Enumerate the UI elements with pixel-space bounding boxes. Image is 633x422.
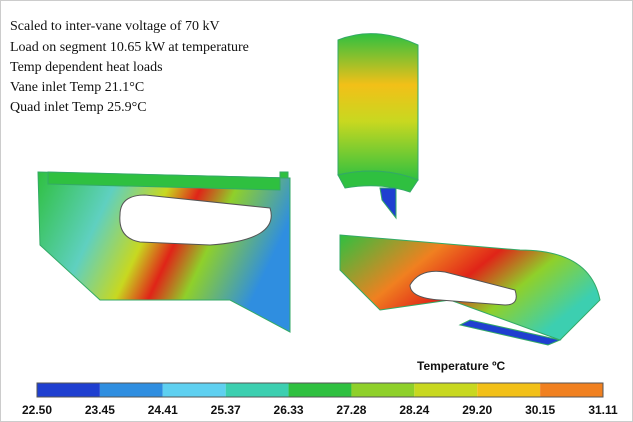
notes: Scaled to inter-vane voltage of 70 kV Lo… xyxy=(10,19,249,115)
colorbar-band xyxy=(540,383,603,397)
colorbar-band xyxy=(226,383,289,397)
colorbar-band xyxy=(414,383,477,397)
colorbar: 22.50 23.45 24.41 25.37 26.33 27.28 28.24 29.20… xyxy=(22,383,618,417)
colorbar-title: Temperature ºC xyxy=(417,359,506,373)
left-segment xyxy=(38,172,290,332)
note: Quad inlet Temp 25.9°C xyxy=(10,100,147,115)
colorbar-band xyxy=(100,383,163,397)
note: Load on segment 10.65 kW at temperature xyxy=(10,40,249,55)
colorbar-band xyxy=(289,383,352,397)
figure: Scaled to inter-vane voltage of 70 kV Lo… xyxy=(0,0,633,422)
colorbar-tick-label: 27.28 xyxy=(336,403,366,417)
vane-segment xyxy=(338,34,418,218)
colorbar-tick-label: 30.15 xyxy=(525,403,555,417)
colorbar-tick-label: 31.11 xyxy=(588,403,618,417)
colorbar-tick-label: 24.41 xyxy=(148,403,178,417)
note: Scaled to inter-vane voltage of 70 kV xyxy=(10,19,220,34)
note: Temp dependent heat loads xyxy=(10,60,163,75)
colorbar-tick-label: 22.50 xyxy=(22,403,52,417)
colorbar-tick-label: 26.33 xyxy=(274,403,304,417)
right-segment xyxy=(340,235,600,345)
colorbar-tick-label: 25.37 xyxy=(211,403,241,417)
colorbar-tick-label: 28.24 xyxy=(399,403,429,417)
colorbar-band xyxy=(351,383,414,397)
note: Vane inlet Temp 21.1°C xyxy=(10,80,144,95)
colorbar-band xyxy=(163,383,226,397)
colorbar-tick-label: 23.45 xyxy=(85,403,115,417)
colorbar-band xyxy=(477,383,540,397)
colorbar-tick-label: 29.20 xyxy=(462,403,492,417)
colorbar-band xyxy=(37,383,100,397)
